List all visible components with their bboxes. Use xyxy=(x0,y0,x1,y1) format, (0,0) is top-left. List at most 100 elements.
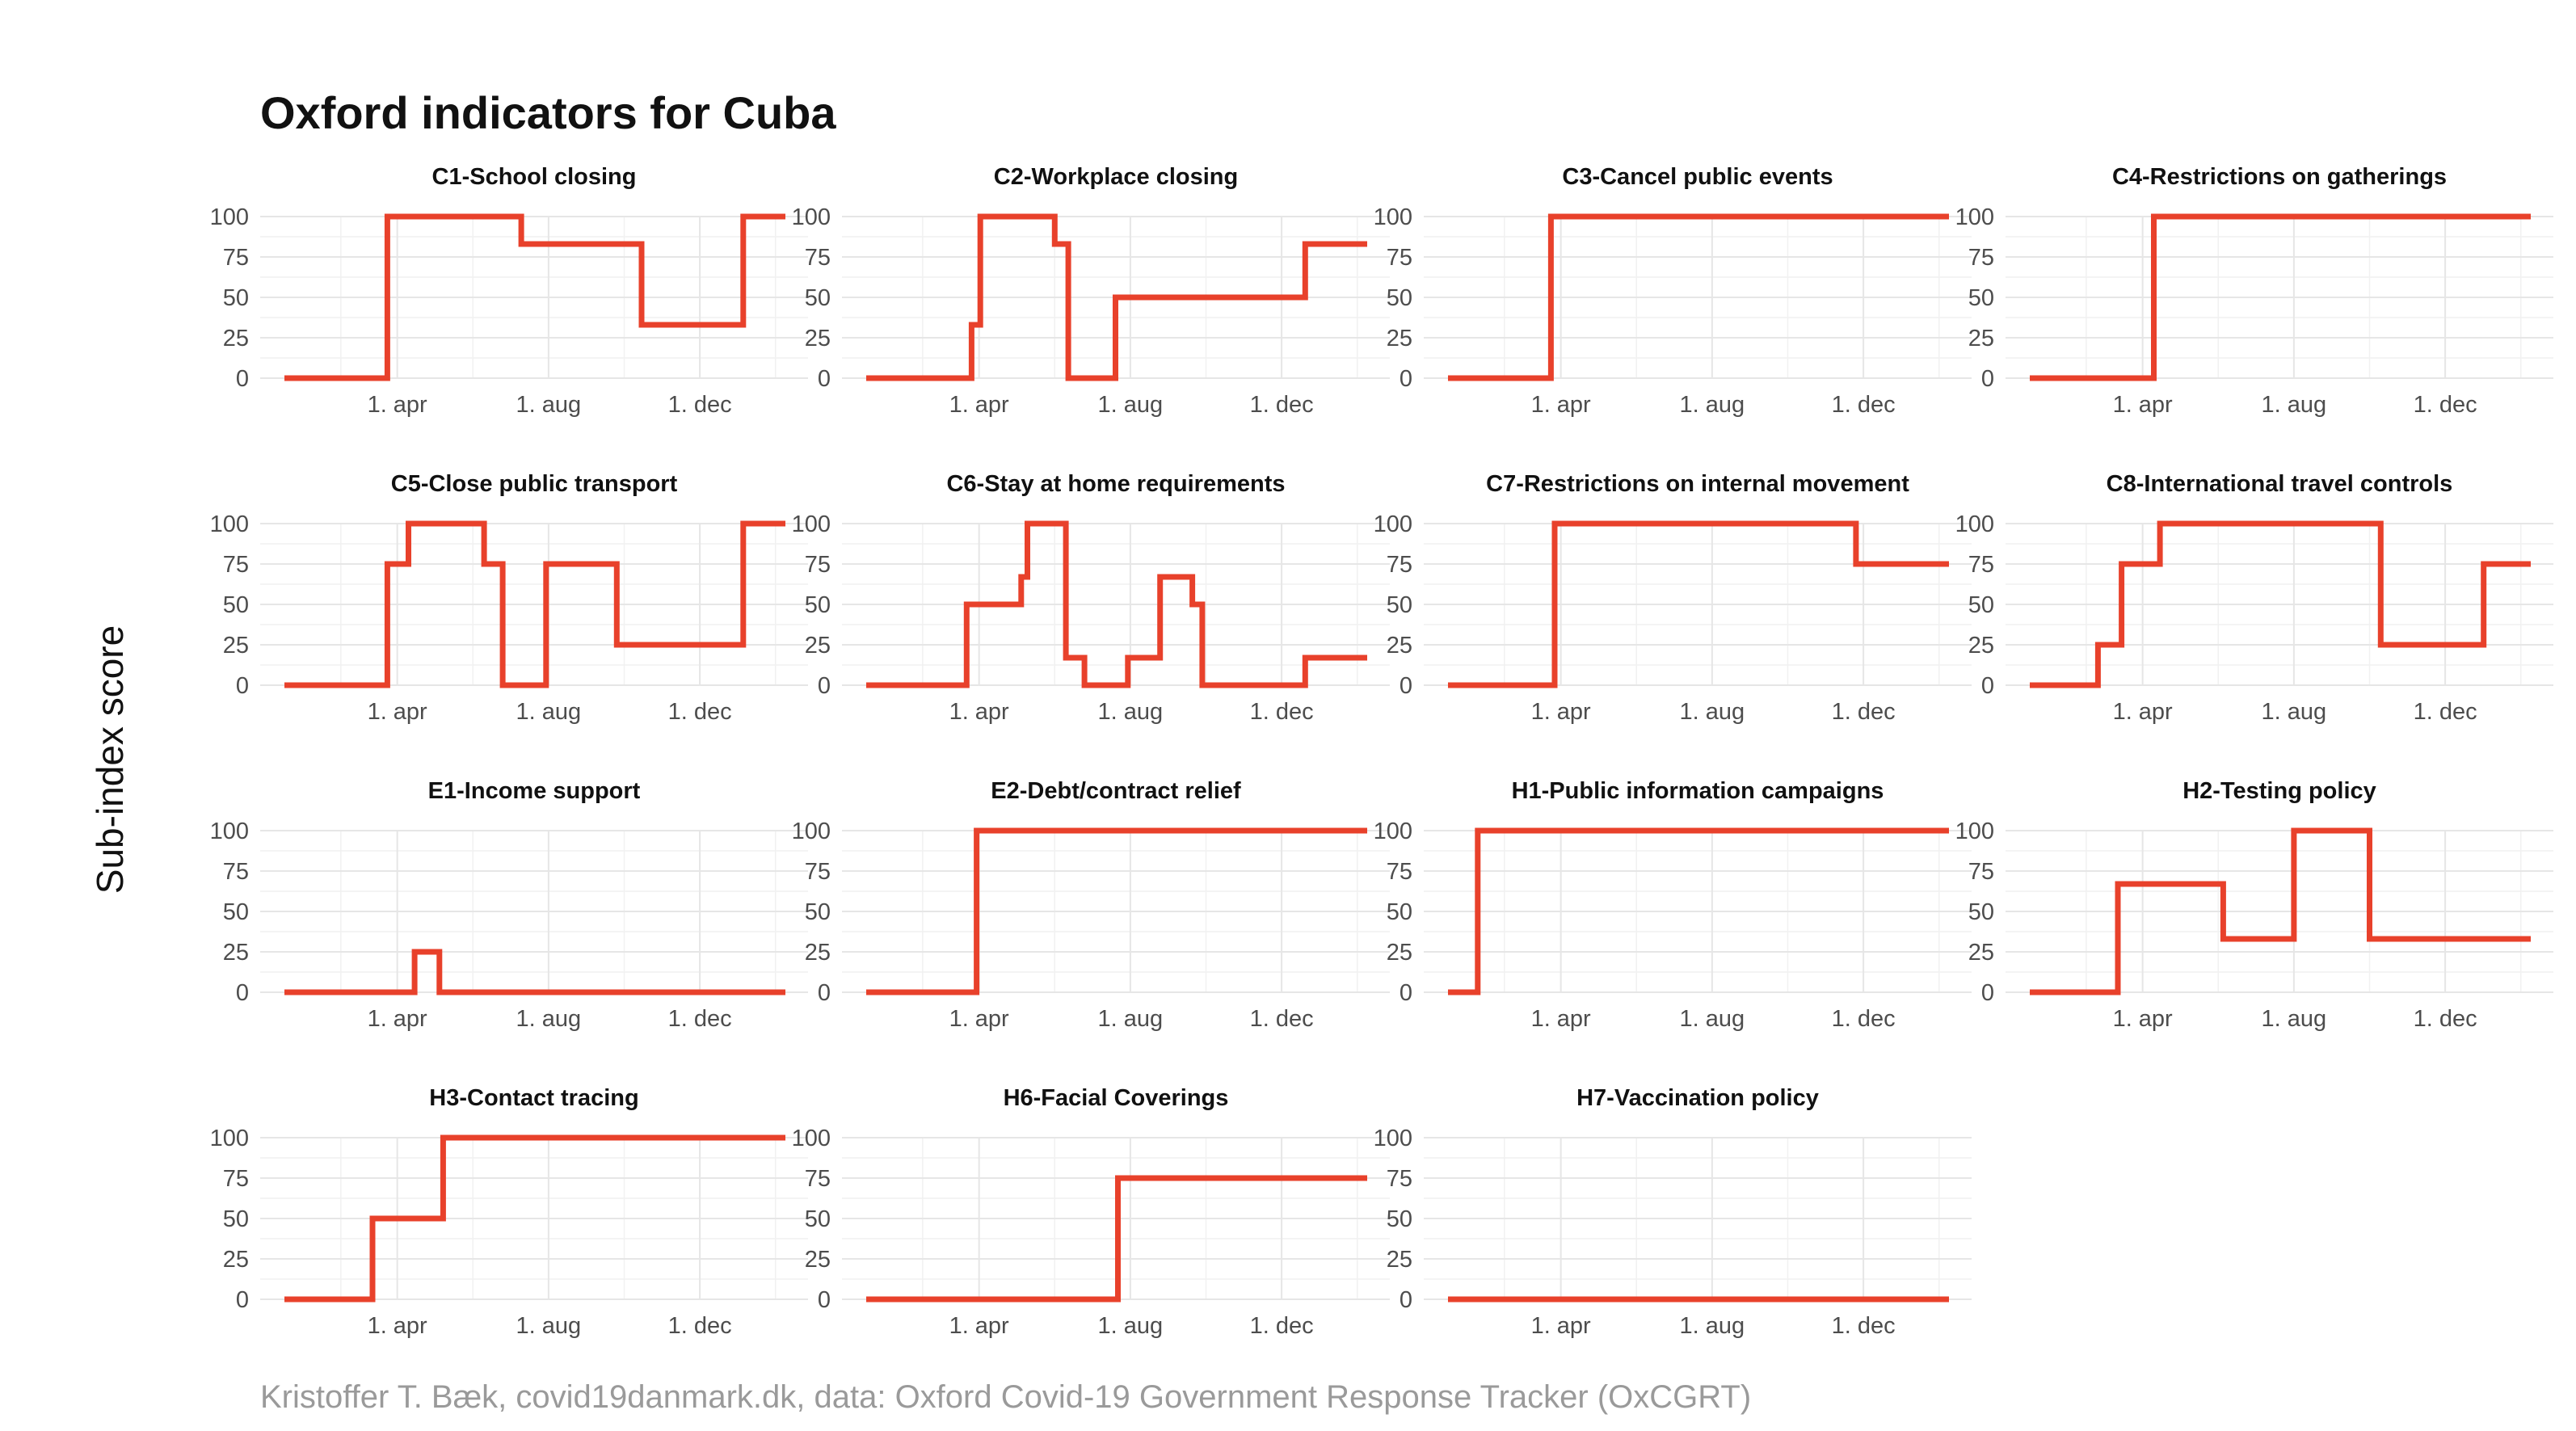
y-tick-label: 0 xyxy=(818,1287,831,1313)
x-tick-label: 1. dec xyxy=(1250,1313,1314,1339)
series-line xyxy=(1448,520,1949,688)
y-tick-label: 100 xyxy=(792,511,831,537)
y-tick-label: 0 xyxy=(1400,673,1412,699)
x-tick-label: 1. aug xyxy=(1098,699,1164,725)
y-tick-label: 100 xyxy=(210,819,249,844)
x-tick-label: 1. dec xyxy=(2414,1006,2477,1032)
y-tick-label: 75 xyxy=(805,859,831,885)
y-tick-label: 75 xyxy=(1387,245,1412,271)
x-tick-label: 1. apr xyxy=(1531,1006,1591,1032)
x-tick-label: 1. aug xyxy=(2262,1006,2327,1032)
x-tick-label: 1. apr xyxy=(949,1313,1009,1339)
y-tick-label: 75 xyxy=(805,552,831,578)
x-tick-label: 1. apr xyxy=(1531,1313,1591,1339)
x-tick-label: 1. dec xyxy=(668,1006,732,1032)
y-tick-label: 25 xyxy=(223,940,249,966)
facet-panel: H2-Testing policy 0 25 50 75 100 1. apr 1. aug 1… xyxy=(1955,778,2553,1032)
panel-title: H7-Vaccination policy xyxy=(1576,1085,1819,1111)
x-tick-label: 1. aug xyxy=(516,699,582,725)
x-tick-label: 1. aug xyxy=(1680,392,1745,418)
x-tick-label: 1. dec xyxy=(668,392,732,418)
y-tick-label: 25 xyxy=(223,633,249,659)
y-tick-label: 50 xyxy=(1968,285,1994,311)
facet-panel: C8-International travel controls 0 25 50 75 1… xyxy=(1955,471,2553,725)
facet-panel: H6-Facial Coverings 0 25 50 75 100 1. apr 1. au… xyxy=(792,1085,1390,1339)
y-tick-label: 100 xyxy=(1374,204,1412,230)
facet-panel: C1-School closing 0 25 50 75 100 1. apr 1. aug 1… xyxy=(210,164,808,418)
panel-title: C1-School closing xyxy=(432,164,637,190)
y-tick-label: 100 xyxy=(210,204,249,230)
facet-panel: E2-Debt/contract relief 0 25 50 75 100 1. apr 1… xyxy=(792,778,1390,1032)
y-tick-label: 75 xyxy=(223,859,249,885)
series-line xyxy=(2030,827,2531,995)
y-tick-label: 75 xyxy=(1387,859,1412,885)
x-tick-label: 1. dec xyxy=(1832,1313,1896,1339)
y-tick-label: 100 xyxy=(1955,204,1994,230)
x-tick-label: 1. apr xyxy=(949,699,1009,725)
x-tick-label: 1. apr xyxy=(1531,699,1591,725)
x-tick-label: 1. apr xyxy=(368,1313,427,1339)
x-tick-label: 1. dec xyxy=(1832,699,1896,725)
series-line xyxy=(866,1175,1367,1303)
x-tick-label: 1. dec xyxy=(1250,392,1314,418)
series-line xyxy=(866,520,1367,688)
y-tick-label: 0 xyxy=(1981,366,1994,392)
y-tick-label: 25 xyxy=(1387,940,1412,966)
y-tick-label: 25 xyxy=(805,940,831,966)
panel-title: C8-International travel controls xyxy=(2107,471,2453,497)
facet-panel: C6-Stay at home requirements 0 25 50 75 100 1.… xyxy=(792,471,1390,725)
x-tick-label: 1. aug xyxy=(1098,1313,1164,1339)
y-tick-label: 50 xyxy=(1387,285,1412,311)
y-axis-label: Sub-index score xyxy=(89,625,131,894)
x-tick-label: 1. apr xyxy=(2113,392,2173,418)
y-tick-label: 0 xyxy=(818,366,831,392)
y-tick-label: 50 xyxy=(1387,899,1412,925)
y-tick-label: 100 xyxy=(792,204,831,230)
series-line xyxy=(866,213,1367,381)
y-tick-label: 25 xyxy=(1387,633,1412,659)
series-line xyxy=(284,520,785,688)
x-tick-label: 1. aug xyxy=(1098,392,1164,418)
series-line xyxy=(866,827,1367,995)
y-tick-label: 100 xyxy=(792,1126,831,1151)
y-tick-label: 25 xyxy=(1968,940,1994,966)
y-tick-label: 25 xyxy=(223,326,249,351)
y-tick-label: 25 xyxy=(1387,1247,1412,1273)
series-line xyxy=(284,213,785,381)
panel-title: H3-Contact tracing xyxy=(429,1085,638,1111)
x-tick-label: 1. aug xyxy=(516,1006,582,1032)
panel-title: C6-Stay at home requirements xyxy=(946,471,1285,497)
y-tick-label: 100 xyxy=(210,1126,249,1151)
y-tick-label: 0 xyxy=(1400,366,1412,392)
series-line xyxy=(2030,213,2531,381)
y-tick-label: 0 xyxy=(818,980,831,1006)
x-tick-label: 1. apr xyxy=(368,1006,427,1032)
series-line xyxy=(284,949,785,995)
y-tick-label: 25 xyxy=(805,1247,831,1273)
panel-title: C7-Restrictions on internal movement xyxy=(1486,471,1909,497)
facet-panel: C7-Restrictions on internal movement 0 25 5… xyxy=(1374,471,1972,725)
y-tick-label: 0 xyxy=(236,366,249,392)
x-tick-label: 1. aug xyxy=(516,392,582,418)
x-tick-label: 1. aug xyxy=(2262,392,2327,418)
facet-panel: C5-Close public transport 0 25 50 75 100 1. ap… xyxy=(210,471,808,725)
y-tick-label: 50 xyxy=(1387,1206,1412,1232)
x-tick-label: 1. apr xyxy=(949,1006,1009,1032)
y-tick-label: 100 xyxy=(1374,1126,1412,1151)
panel-title: E2-Debt/contract relief xyxy=(991,778,1241,804)
facet-panel: C2-Workplace closing 0 25 50 75 100 1. apr 1. a… xyxy=(792,164,1390,418)
y-tick-label: 100 xyxy=(1955,511,1994,537)
facet-panel: C3-Cancel public events 0 25 50 75 100 1. apr 1… xyxy=(1374,164,1972,418)
y-tick-label: 75 xyxy=(1387,552,1412,578)
y-tick-label: 50 xyxy=(223,1206,249,1232)
y-tick-label: 50 xyxy=(223,899,249,925)
panel-title: C5-Close public transport xyxy=(391,471,678,497)
facet-panel: H3-Contact tracing 0 25 50 75 100 1. apr 1. aug… xyxy=(210,1085,808,1339)
series-line xyxy=(2030,520,2531,688)
facet-panel: H1-Public information campaigns 0 25 50 75 10… xyxy=(1374,778,1972,1032)
x-tick-label: 1. dec xyxy=(1250,699,1314,725)
panel-title: H6-Facial Coverings xyxy=(1004,1085,1229,1111)
y-tick-label: 75 xyxy=(1968,245,1994,271)
panel-title: H1-Public information campaigns xyxy=(1512,778,1884,804)
x-tick-label: 1. apr xyxy=(368,699,427,725)
